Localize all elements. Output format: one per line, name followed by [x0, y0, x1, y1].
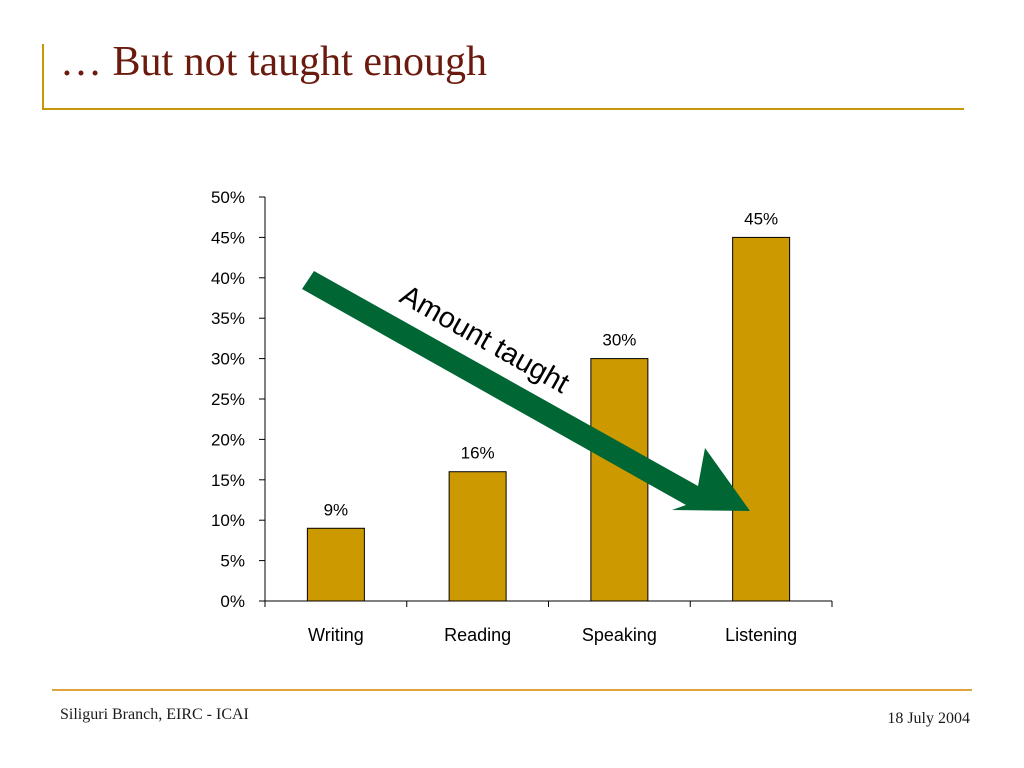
title-rule — [42, 108, 964, 110]
y-tick-label: 40% — [211, 269, 245, 288]
x-axis: Writing Reading Speaking Listening — [264, 600, 833, 645]
x-tick-label-reading: Reading — [444, 625, 511, 645]
y-tick-label: 5% — [220, 552, 245, 571]
data-label-reading: 16% — [461, 444, 495, 463]
y-tick-label: 45% — [211, 228, 245, 247]
bar-reading — [448, 471, 507, 602]
y-tick-label: 35% — [211, 309, 245, 328]
x-tick-label-listening: Listening — [725, 625, 797, 645]
bar-listening — [732, 236, 791, 602]
title-accent-bar — [42, 44, 44, 110]
arrow-icon — [302, 271, 750, 511]
data-label-listening: 45% — [744, 209, 778, 228]
y-tick-label: 50% — [211, 188, 245, 207]
annotation: Amount taught — [302, 271, 750, 511]
slide-title: … But not taught enough — [60, 39, 487, 85]
data-label-speaking: 30% — [602, 331, 636, 350]
y-axis: 0% 5% 10% 15% 20% 25% 30% 35% 40% 45% 50% — [211, 188, 266, 611]
y-tick-label: 10% — [211, 511, 245, 530]
y-tick-label: 25% — [211, 390, 245, 409]
x-tick-label-writing: Writing — [308, 625, 364, 645]
y-tick-label: 15% — [211, 471, 245, 490]
x-tick-label-speaking: Speaking — [582, 625, 657, 645]
y-tick-label: 20% — [211, 430, 245, 449]
footer-rule — [52, 689, 972, 691]
bar-speaking — [590, 358, 649, 602]
bars: 9% 16% 30% 45% — [306, 209, 791, 602]
footer-date: 18 July 2004 — [887, 710, 970, 727]
footer-left-text: Siliguri Branch, EIRC - ICAI — [60, 706, 249, 723]
y-tick-label: 30% — [211, 350, 245, 369]
bar-writing — [306, 527, 365, 602]
data-label-writing: 9% — [324, 500, 349, 519]
y-tick-label: 0% — [220, 592, 245, 611]
